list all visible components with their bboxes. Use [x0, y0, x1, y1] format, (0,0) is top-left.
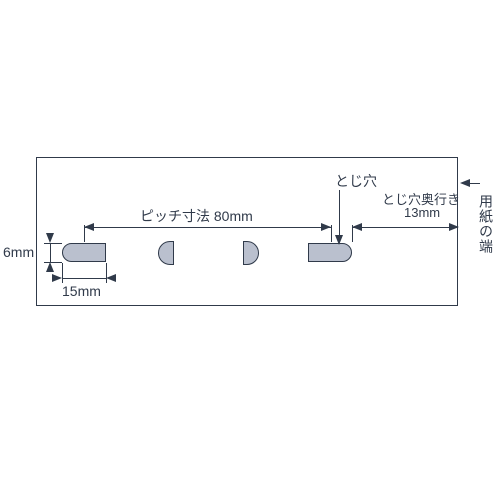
slot-width-label: 15mm	[62, 283, 101, 299]
binding-hole-arrow	[335, 235, 343, 245]
binding-slot-right	[308, 243, 352, 262]
slot-width-arrow-left	[52, 274, 62, 282]
pitch-dimension-label: ピッチ寸法 80mm	[140, 206, 253, 226]
pitch-arrow-right	[321, 223, 331, 231]
paper-edge-arrow	[460, 179, 470, 187]
pitch-tick-right	[331, 225, 332, 242]
slot-width-arrow-right	[106, 274, 116, 282]
slot-width-ext-left	[62, 263, 63, 283]
pitch-dimension-line	[84, 227, 331, 228]
slot-height-line	[50, 243, 51, 262]
hole-depth-value: 13mm	[404, 205, 440, 220]
slot-height-arrow-bottom	[46, 262, 54, 272]
paper-edge-leader	[470, 183, 480, 184]
slot-height-arrow-top	[46, 233, 54, 243]
hole-depth-arrow-left	[352, 223, 362, 231]
binding-hole-label: とじ穴	[335, 171, 377, 191]
binding-slot-left	[62, 243, 106, 262]
hole-depth-arrow-right	[449, 223, 459, 231]
slot-height-ext-top	[44, 243, 62, 244]
pitch-arrow-left	[84, 223, 94, 231]
slot-width-line	[62, 278, 106, 279]
slot-height-label: 6mm	[3, 244, 34, 260]
hole-depth-line	[352, 227, 458, 228]
paper-edge-label: 用紙の端	[476, 194, 496, 254]
